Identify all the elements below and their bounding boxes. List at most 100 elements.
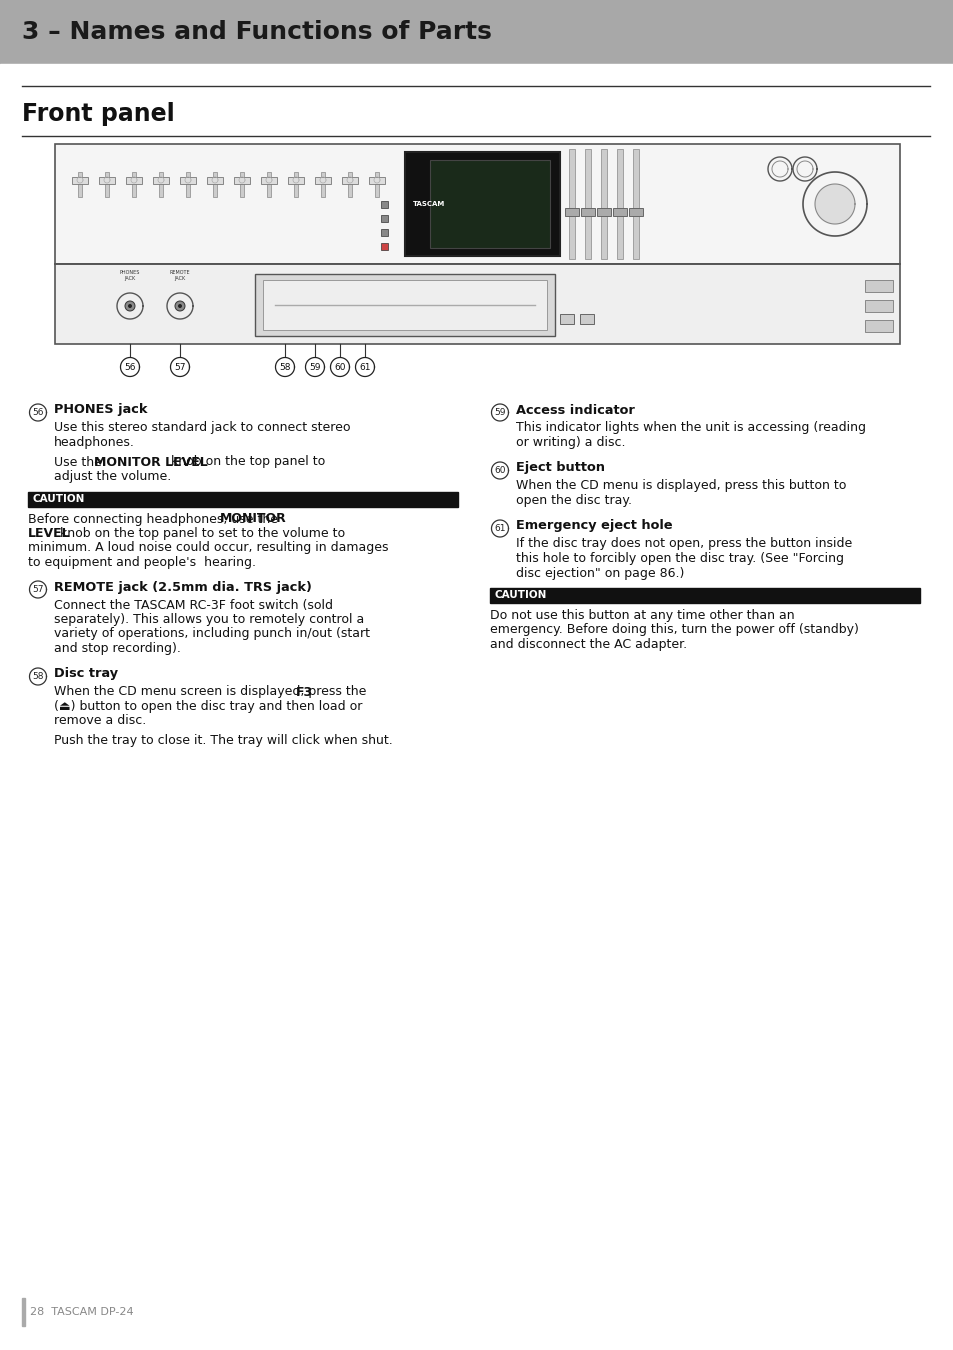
Text: (⏏) button to open the disc tray and then load or: (⏏) button to open the disc tray and the…: [54, 701, 362, 713]
Bar: [55, 265, 899, 344]
Circle shape: [174, 301, 185, 310]
Text: this hole to forcibly open the disc tray. (See "Forcing: this hole to forcibly open the disc tray…: [516, 552, 843, 566]
Text: 58: 58: [32, 672, 44, 680]
Text: variety of operations, including punch in/out (start: variety of operations, including punch i…: [54, 628, 370, 640]
Bar: [0, 0, 953, 63]
Bar: [28, 491, 457, 506]
Bar: [341, 177, 357, 184]
Bar: [0, 63, 953, 84]
Bar: [568, 148, 575, 259]
Text: 56: 56: [124, 363, 135, 371]
Text: and disconnect the AC adapter.: and disconnect the AC adapter.: [490, 639, 686, 651]
Text: 28  TASCAM DP-24: 28 TASCAM DP-24: [30, 1307, 133, 1318]
Bar: [613, 208, 626, 216]
Text: to equipment and people's  hearing.: to equipment and people's hearing.: [28, 556, 255, 568]
Text: Disc tray: Disc tray: [54, 667, 118, 680]
Bar: [22, 1297, 25, 1326]
Bar: [159, 171, 163, 197]
Bar: [267, 171, 271, 197]
Bar: [261, 177, 276, 184]
Text: 56: 56: [32, 408, 44, 417]
Text: MONITOR LEVEL: MONITOR LEVEL: [94, 455, 208, 468]
Bar: [213, 171, 216, 197]
Bar: [186, 171, 190, 197]
Text: When the CD menu is displayed, press this button to: When the CD menu is displayed, press thi…: [516, 479, 845, 493]
Bar: [559, 315, 574, 324]
Text: 3 – Names and Functions of Parts: 3 – Names and Functions of Parts: [22, 20, 492, 45]
Bar: [207, 177, 223, 184]
Bar: [405, 153, 559, 256]
Bar: [380, 201, 388, 208]
Text: Eject button: Eject button: [516, 462, 604, 474]
Text: 61: 61: [494, 524, 505, 533]
Text: Do not use this button at any time other than an: Do not use this button at any time other…: [490, 609, 794, 622]
Bar: [380, 230, 388, 236]
Bar: [490, 589, 919, 603]
Bar: [71, 177, 88, 184]
Bar: [628, 208, 642, 216]
Text: and stop recording).: and stop recording).: [54, 643, 181, 655]
Text: 60: 60: [334, 363, 345, 371]
Bar: [132, 171, 136, 197]
Text: REMOTE jack (2.5mm dia. TRS jack): REMOTE jack (2.5mm dia. TRS jack): [54, 580, 312, 594]
Text: 60: 60: [494, 466, 505, 475]
Text: Emergency eject hole: Emergency eject hole: [516, 520, 672, 532]
Bar: [99, 177, 115, 184]
Text: 59: 59: [494, 408, 505, 417]
Bar: [78, 171, 82, 197]
Text: Front panel: Front panel: [22, 103, 174, 126]
Text: 61: 61: [359, 363, 371, 371]
Bar: [864, 320, 892, 332]
Text: If the disc tray does not open, press the button inside: If the disc tray does not open, press th…: [516, 537, 851, 551]
Circle shape: [125, 301, 135, 310]
Bar: [314, 177, 331, 184]
Text: REMOTE
JACK: REMOTE JACK: [170, 270, 190, 281]
Bar: [375, 171, 378, 197]
Text: Use this stereo standard jack to connect stereo: Use this stereo standard jack to connect…: [54, 421, 350, 435]
Text: MONITOR: MONITOR: [219, 513, 286, 525]
Bar: [320, 171, 325, 197]
Text: LEVEL: LEVEL: [28, 526, 71, 540]
Bar: [564, 208, 578, 216]
Text: Before connecting headphones, use the: Before connecting headphones, use the: [28, 513, 282, 525]
Bar: [348, 171, 352, 197]
Text: minimum. A loud noise could occur, resulting in damages: minimum. A loud noise could occur, resul…: [28, 541, 388, 555]
Bar: [580, 208, 595, 216]
Text: disc ejection" on page 86.): disc ejection" on page 86.): [516, 567, 683, 579]
Text: Use the: Use the: [54, 455, 106, 468]
Text: 57: 57: [174, 363, 186, 371]
Text: knob on the top panel to set to the volume to: knob on the top panel to set to the volu…: [56, 526, 345, 540]
Bar: [380, 215, 388, 221]
Bar: [233, 177, 250, 184]
Text: CAUTION: CAUTION: [33, 494, 85, 504]
Bar: [579, 315, 594, 324]
Text: Connect the TASCAM RC-3F foot switch (sold: Connect the TASCAM RC-3F foot switch (so…: [54, 598, 333, 612]
Text: emergency. Before doing this, turn the power off (standby): emergency. Before doing this, turn the p…: [490, 624, 858, 636]
Bar: [0, 0, 20, 63]
Bar: [584, 148, 590, 259]
Text: adjust the volume.: adjust the volume.: [54, 470, 172, 483]
Circle shape: [814, 184, 854, 224]
Bar: [617, 148, 622, 259]
Bar: [105, 171, 109, 197]
Text: headphones.: headphones.: [54, 436, 134, 450]
Circle shape: [178, 304, 182, 308]
Bar: [263, 279, 546, 329]
Bar: [600, 148, 606, 259]
Bar: [369, 177, 385, 184]
Bar: [180, 177, 195, 184]
Bar: [288, 177, 304, 184]
Bar: [864, 300, 892, 312]
Bar: [55, 144, 899, 265]
Text: knob on the top panel to: knob on the top panel to: [167, 455, 325, 468]
Text: 58: 58: [279, 363, 291, 371]
Text: 57: 57: [32, 585, 44, 594]
Text: TASCAM: TASCAM: [413, 201, 445, 207]
Text: CAUTION: CAUTION: [495, 590, 547, 601]
Bar: [430, 161, 550, 248]
Text: PHONES
JACK: PHONES JACK: [120, 270, 140, 281]
Text: remove a disc.: remove a disc.: [54, 714, 146, 728]
Text: Push the tray to close it. The tray will click when shut.: Push the tray to close it. The tray will…: [54, 734, 393, 747]
Text: 59: 59: [309, 363, 320, 371]
Text: separately). This allows you to remotely control a: separately). This allows you to remotely…: [54, 613, 364, 626]
